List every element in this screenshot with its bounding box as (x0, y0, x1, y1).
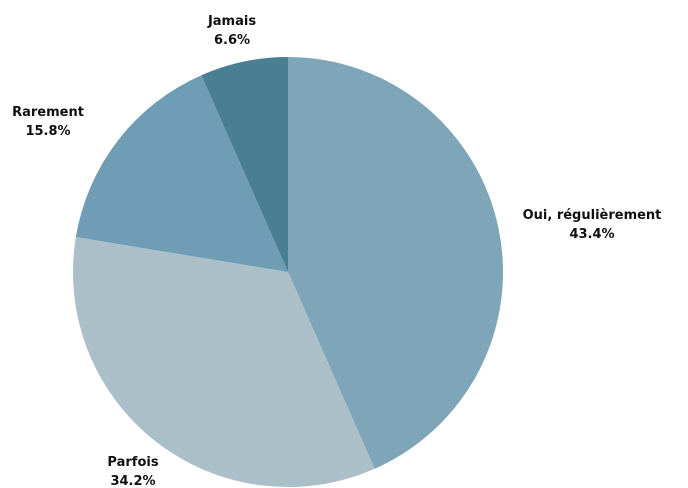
pie-slice-rarement (75, 75, 288, 272)
slice-label-oui-regulierement: Oui, régulièrement 43.4% (523, 208, 662, 242)
pie-slice-jamais (201, 57, 288, 272)
slice-label-rarement: Rarement 15.8% (12, 105, 84, 139)
pie-slices (72, 57, 504, 488)
slice-value-parfois: 34.2% (110, 474, 155, 488)
slice-value-jamais: 6.6% (214, 33, 250, 48)
pie-slice-parfois (72, 237, 375, 488)
slice-category-rarement: Rarement (12, 105, 84, 120)
slice-category-jamais: Jamais (207, 14, 256, 29)
slice-value-oui-regulierement: 43.4% (569, 227, 614, 242)
pie-slice-oui-regulierement (288, 57, 504, 469)
slice-value-rarement: 15.8% (25, 124, 70, 139)
slice-labels: Oui, régulièrement 43.4% Parfois 34.2% Rarem… (12, 14, 661, 488)
slice-label-parfois: Parfois 34.2% (107, 455, 158, 488)
slice-category-oui-regulierement: Oui, régulièrement (523, 208, 662, 223)
slice-label-jamais: Jamais 6.6% (207, 14, 256, 48)
slice-category-parfois: Parfois (107, 455, 158, 470)
